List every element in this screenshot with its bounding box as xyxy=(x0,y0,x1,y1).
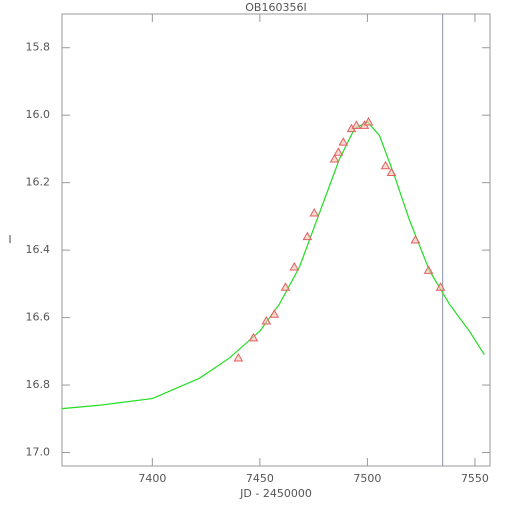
y-tick-label: 16.2 xyxy=(26,176,51,189)
data-point xyxy=(280,282,291,291)
data-point xyxy=(380,160,391,170)
data-point xyxy=(248,332,259,342)
y-tick-label: 17.0 xyxy=(26,446,51,459)
data-point xyxy=(233,353,244,362)
x-tick-label: 7450 xyxy=(246,472,274,485)
data-point xyxy=(333,147,344,156)
data-point xyxy=(338,137,349,146)
chart-title: OB160356I xyxy=(245,1,306,14)
data-point xyxy=(309,208,320,217)
data-point xyxy=(386,167,397,177)
y-tick-label: 16.0 xyxy=(26,108,51,121)
y-tick-label: 16.6 xyxy=(26,311,51,324)
x-tick-label: 7500 xyxy=(353,472,381,485)
data-point xyxy=(302,231,313,241)
model-curve xyxy=(61,121,485,410)
x-tick-label: 7400 xyxy=(138,472,166,485)
y-tick-label: 16.4 xyxy=(26,243,51,256)
data-point xyxy=(435,282,446,291)
y-tick-label: 16.8 xyxy=(26,378,51,391)
data-point xyxy=(261,315,272,325)
y-axis-label: I xyxy=(8,233,11,246)
data-point xyxy=(289,261,300,271)
x-tick-label: 7550 xyxy=(461,472,489,485)
y-tick-label: 15.8 xyxy=(26,41,51,54)
data-point xyxy=(410,234,421,244)
plot-frame xyxy=(61,13,491,467)
data-point xyxy=(269,309,280,318)
x-axis-label: JD - 2450000 xyxy=(239,487,312,500)
data-point xyxy=(423,265,434,274)
data-point xyxy=(363,116,374,126)
data-point xyxy=(329,154,340,163)
data-point xyxy=(351,120,362,129)
